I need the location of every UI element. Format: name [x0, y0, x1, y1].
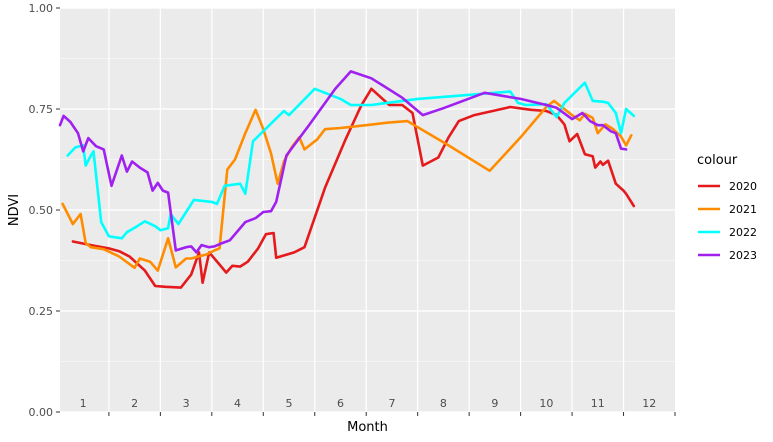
legend-label-2023: 2023: [729, 249, 757, 262]
y-tick-label: 1.00: [29, 2, 54, 15]
legend-label-2022: 2022: [729, 226, 757, 239]
y-tick-label: 0.25: [29, 305, 54, 318]
legend-label-2020: 2020: [729, 180, 757, 193]
y-tick-label: 0.00: [29, 406, 54, 419]
major-gridlines: [60, 7, 675, 413]
x-axis: [108, 412, 676, 416]
month-label: 3: [183, 397, 190, 410]
month-label: 12: [642, 397, 656, 410]
month-labels: 1 2 3 4 5 6 7 8 9 10 11 12: [80, 397, 657, 410]
legend-title: colour: [697, 153, 738, 168]
legend-label-2021: 2021: [729, 203, 757, 216]
month-label: 9: [491, 397, 498, 410]
month-label: 7: [388, 397, 395, 410]
series-line-2023: [58, 70, 628, 254]
month-label: 2: [131, 397, 138, 410]
month-label: 6: [337, 397, 344, 410]
y-axis-title: NDVI: [7, 194, 22, 226]
y-tick-label: 0.50: [29, 204, 54, 217]
month-label: 1: [80, 397, 87, 410]
x-axis-title: Month: [347, 420, 388, 435]
y-tick-label: 0.75: [29, 103, 54, 116]
month-label: 4: [234, 397, 241, 410]
y-axis: 0.00 0.25 0.50 0.75 1.00: [29, 2, 60, 419]
series-layer: [58, 70, 636, 289]
month-label: 5: [286, 397, 293, 410]
month-label: 8: [440, 397, 447, 410]
month-label: 10: [539, 397, 553, 410]
month-label: 11: [591, 397, 605, 410]
legend: colour 2020 2021 2022 2023: [697, 153, 757, 262]
series-line-2022: [66, 81, 636, 240]
